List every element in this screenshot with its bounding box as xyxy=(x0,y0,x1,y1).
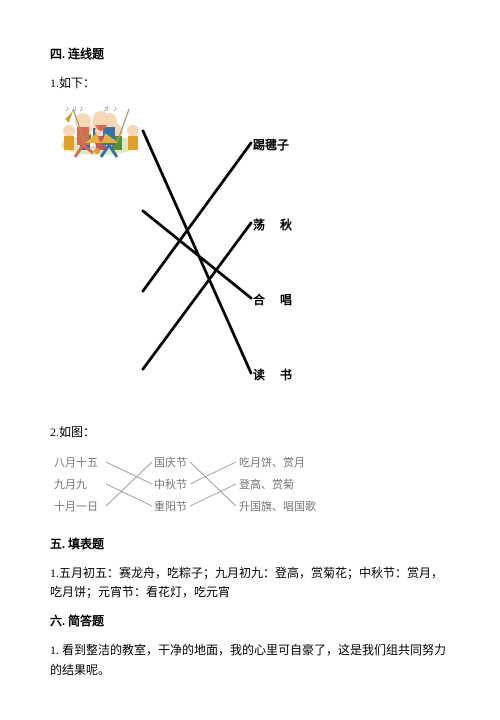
section5-title: 五. 填表题 xyxy=(50,535,450,554)
q2-prefix: 2.如图： xyxy=(50,423,450,442)
match2-lines xyxy=(54,451,334,523)
section6-title: 六. 简答题 xyxy=(50,612,450,631)
matching-diagram-2: 八月十五 九月九 十月一日 国庆节 中秋节 重阳节 吃月饼、赏月 登高、赏菊 升… xyxy=(54,451,334,523)
section5-body: 1.五月初五：赛龙舟，吃粽子；九月初九：登高，赏菊花；中秋节：赏月，吃月饼；元宵… xyxy=(50,564,450,602)
match1-lines xyxy=(55,101,315,411)
matching-diagram-1: ♪ ♫ ♪ ♬ ♪ xyxy=(55,101,315,411)
section4-title: 四. 连线题 xyxy=(50,45,450,64)
section6-body: 1. 看到整洁的教室，干净的地面，我的心里可自豪了，这是我们组共同努力的结果呢。 xyxy=(50,641,450,679)
q1-prefix: 1.如下： xyxy=(50,74,450,93)
